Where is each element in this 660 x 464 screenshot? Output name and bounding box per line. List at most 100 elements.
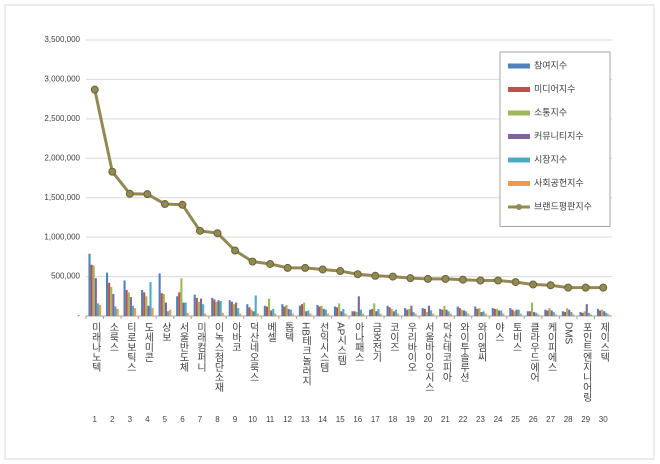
bar xyxy=(178,292,181,316)
bar xyxy=(88,253,91,316)
bar xyxy=(546,310,549,316)
bar xyxy=(491,308,494,316)
line-marker xyxy=(511,278,520,287)
line-marker xyxy=(318,265,327,274)
category-label: 와이엠씨 xyxy=(475,322,487,362)
bar xyxy=(585,304,588,316)
bar xyxy=(368,309,372,316)
rank-label: 1 xyxy=(93,415,98,424)
bar xyxy=(462,310,466,316)
line-marker xyxy=(423,274,432,283)
bar xyxy=(289,309,292,316)
bar xyxy=(305,311,308,316)
bar xyxy=(535,312,538,316)
bar xyxy=(443,305,446,316)
bar xyxy=(211,297,214,316)
line-marker xyxy=(353,270,362,279)
bar xyxy=(303,302,306,316)
category-label: 우리바이오 xyxy=(405,322,417,372)
bar xyxy=(221,312,224,316)
bar xyxy=(125,289,128,316)
bar xyxy=(167,311,170,316)
bar xyxy=(408,308,411,316)
bar xyxy=(316,304,319,316)
bar xyxy=(377,308,380,316)
bar xyxy=(202,304,205,316)
bar xyxy=(467,313,470,316)
line-marker xyxy=(476,276,485,285)
bar xyxy=(96,303,99,316)
bar xyxy=(219,301,222,316)
bar xyxy=(511,309,514,316)
category-label: 선익시스템 xyxy=(317,322,329,372)
bar xyxy=(515,309,518,316)
legend-label: 시장지수 xyxy=(534,154,567,164)
bar xyxy=(445,309,448,316)
rank-label: 27 xyxy=(546,415,555,424)
bar xyxy=(359,309,362,316)
bar xyxy=(476,308,479,316)
rank-label: 15 xyxy=(336,415,345,424)
bar xyxy=(432,313,435,316)
bar xyxy=(228,300,231,316)
bar xyxy=(160,293,163,316)
bar xyxy=(517,309,520,316)
bar xyxy=(554,314,557,316)
category-label: 베셀 xyxy=(265,322,277,342)
line-marker xyxy=(458,275,467,284)
bar xyxy=(281,304,284,316)
bar xyxy=(248,307,251,316)
bar xyxy=(482,311,485,316)
bar xyxy=(338,303,341,316)
category-label: 아나패스 xyxy=(352,322,364,362)
bar xyxy=(526,311,529,316)
rank-label: 11 xyxy=(266,415,275,424)
category-label: 덕산네오룩스 xyxy=(247,322,259,382)
bar xyxy=(283,306,286,316)
legend-box xyxy=(499,51,611,227)
bar xyxy=(371,308,374,316)
bar xyxy=(237,308,240,316)
bar xyxy=(375,311,378,316)
category-label: 코이즈 xyxy=(387,322,399,352)
category-label: 상보 xyxy=(159,322,171,342)
line-marker xyxy=(599,283,608,292)
category-label: 와이투솔루션 xyxy=(457,322,469,382)
bar xyxy=(460,309,463,316)
bar xyxy=(116,308,119,316)
bar xyxy=(493,308,496,316)
category-label: DMS xyxy=(563,322,574,345)
bar xyxy=(410,305,413,316)
bar xyxy=(474,306,477,316)
bar xyxy=(326,313,330,316)
bar xyxy=(607,314,610,316)
category-label: 서울바이오시스 xyxy=(422,322,434,392)
bar xyxy=(500,310,503,316)
bar xyxy=(110,286,113,316)
bar xyxy=(563,312,567,316)
bar xyxy=(351,311,354,316)
bar xyxy=(318,306,321,316)
bar xyxy=(519,313,522,316)
bar xyxy=(581,312,584,316)
bar xyxy=(566,308,569,316)
bar xyxy=(449,313,452,316)
category-label: 포인트엔지니어링 xyxy=(580,322,592,402)
y-tick-label: 3,500,000 xyxy=(44,35,80,44)
category-label: 서울반도체 xyxy=(177,322,189,373)
y-tick-label: 3,000,000 xyxy=(44,75,80,84)
line-marker xyxy=(125,189,134,198)
bar xyxy=(204,313,207,316)
bar xyxy=(193,294,196,316)
y-tick-label: 2,500,000 xyxy=(44,114,80,123)
bar xyxy=(322,308,325,316)
bar xyxy=(484,313,487,316)
bar xyxy=(180,278,183,316)
rank-label: 10 xyxy=(248,415,257,424)
bar xyxy=(589,314,593,316)
rank-label: 26 xyxy=(529,415,538,424)
rank-label: 5 xyxy=(163,415,168,424)
rank-label: 18 xyxy=(388,415,397,424)
category-label: 금호전기 xyxy=(370,322,382,363)
bar xyxy=(164,302,168,316)
